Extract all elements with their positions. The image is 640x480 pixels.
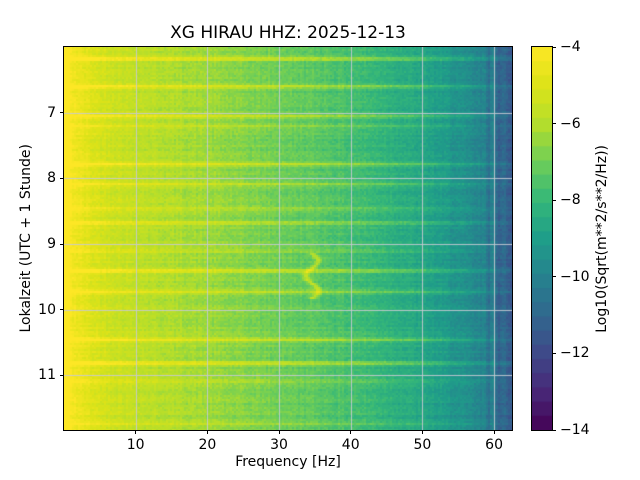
x-tick-label: 40 — [341, 437, 360, 453]
spectrogram-canvas — [64, 47, 512, 430]
colorbar — [531, 46, 553, 431]
y-tick-label: 8 — [47, 170, 56, 187]
y-tick-label: 11 — [38, 367, 56, 384]
colorbar-tick-label: −8 — [560, 192, 581, 209]
y-tick-label: 9 — [47, 236, 56, 253]
x-tick — [493, 430, 495, 434]
y-tick — [60, 309, 64, 311]
x-tick — [278, 430, 280, 434]
colorbar-tick — [552, 276, 556, 278]
x-tick — [421, 430, 423, 434]
y-tick-label: 7 — [47, 104, 56, 121]
colorbar-tick — [552, 429, 556, 431]
x-tick-label: 10 — [126, 437, 145, 453]
colorbar-tick-label: −14 — [560, 422, 590, 438]
colorbar-label-wrap: Log10(Sqrt(m**2/s**2/Hz)) — [592, 47, 612, 430]
colorbar-tick-label: −4 — [560, 39, 581, 55]
colorbar-canvas — [532, 47, 552, 430]
colorbar-tick — [552, 352, 556, 354]
colorbar-tick — [552, 199, 556, 201]
colorbar-tick-label: −6 — [560, 115, 581, 132]
colorbar-tick-label: −10 — [560, 268, 590, 285]
y-tick — [60, 112, 64, 114]
chart-title: XG HIRAU HHZ: 2025-12-13 — [170, 23, 406, 43]
x-tick — [135, 430, 137, 434]
y-tick — [60, 177, 64, 179]
plot-area — [63, 46, 513, 431]
y-tick — [60, 374, 64, 376]
x-tick — [350, 430, 352, 434]
x-tick-label: 50 — [413, 437, 432, 453]
colorbar-tick — [552, 46, 556, 48]
colorbar-label: Log10(Sqrt(m**2/s**2/Hz)) — [594, 144, 610, 333]
y-tick-label: 10 — [38, 301, 56, 318]
x-tick-label: 30 — [270, 437, 288, 453]
x-tick — [206, 430, 208, 434]
x-axis-label: Frequency [Hz] — [235, 454, 341, 470]
colorbar-tick — [552, 123, 556, 125]
y-tick — [60, 243, 64, 245]
x-tick-label: 60 — [485, 437, 503, 453]
x-tick-label: 20 — [198, 437, 217, 453]
colorbar-tick-label: −12 — [560, 345, 590, 362]
